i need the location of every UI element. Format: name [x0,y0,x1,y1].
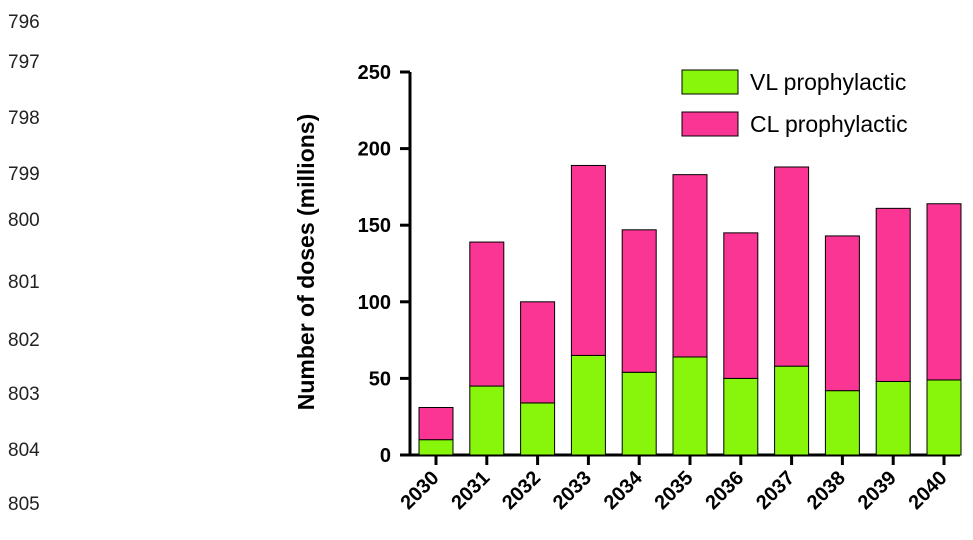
y-tick-label: 50 [369,368,391,390]
bar-vl-2033 [570,354,606,456]
bar-vl-2038 [824,390,860,456]
legend-swatch-vl [681,69,739,95]
line-number: 797 [8,52,40,73]
x-tick-label: 2040 [905,467,952,514]
bar-vl-2040 [926,379,962,456]
x-tick-label: 2036 [701,467,748,514]
x-tick-label: 2031 [447,467,494,514]
legend-swatch-cl [681,111,739,137]
y-axis-title: Number of doses (millions) [293,114,319,410]
bar-cl-2039 [875,207,911,382]
line-numbers-column: 796 797 798 799 800 801 802 803 804 805 [0,0,60,540]
bar-cl-2036 [723,232,759,379]
x-tick-label: 2035 [651,467,698,514]
bar-cl-2038 [824,235,860,392]
line-number: 803 [8,384,40,405]
line-number: 804 [8,440,40,461]
x-tick-label: 2032 [498,467,545,514]
legend-label-cl: CL prophylactic [750,111,908,137]
bar-vl-2036 [723,377,759,456]
line-number: 802 [8,330,40,351]
x-tick-label: 2039 [854,467,901,514]
y-tick-label: 100 [358,292,391,314]
bar-vl-2031 [469,385,505,456]
x-tick-label: 2030 [397,467,444,514]
bar-vl-2037 [774,365,810,456]
x-tick-label: 2037 [752,467,799,514]
x-axis: 2030 2031 2032 2033 2034 2035 2036 2037 2038 2039… [397,453,960,514]
line-number: 805 [8,494,40,515]
y-tick-label: 200 [358,139,391,161]
line-number: 799 [8,164,40,185]
line-number: 798 [8,108,40,129]
bars [418,164,962,456]
bar-cl-2034 [621,229,657,373]
y-axis: 0 50 100 150 200 250 [358,62,412,467]
legend: VL prophylactic CL prophylactic [681,69,908,137]
y-tick-label: 250 [358,62,391,84]
line-number: 800 [8,210,40,231]
x-tick-label: 2033 [549,467,596,514]
bar-cl-2030 [418,407,454,441]
bar-vl-2035 [672,356,708,456]
bar-cl-2035 [672,174,708,358]
bar-cl-2037 [774,166,810,367]
line-number: 801 [8,272,40,293]
bar-vl-2034 [621,371,657,456]
bar-cl-2032 [520,301,556,404]
x-tick-label: 2034 [600,466,648,514]
y-tick-label: 0 [380,445,391,467]
y-tick-label: 150 [358,215,391,237]
bar-cl-2033 [570,164,606,356]
bar-cl-2031 [469,241,505,387]
bar-vl-2032 [520,402,556,456]
line-number: 796 [8,12,40,33]
bar-cl-2040 [926,203,962,381]
bar-vl-2030 [418,439,454,456]
x-tick-label: 2038 [803,467,850,514]
legend-label-vl: VL prophylactic [750,69,906,95]
bar-vl-2039 [875,380,911,456]
